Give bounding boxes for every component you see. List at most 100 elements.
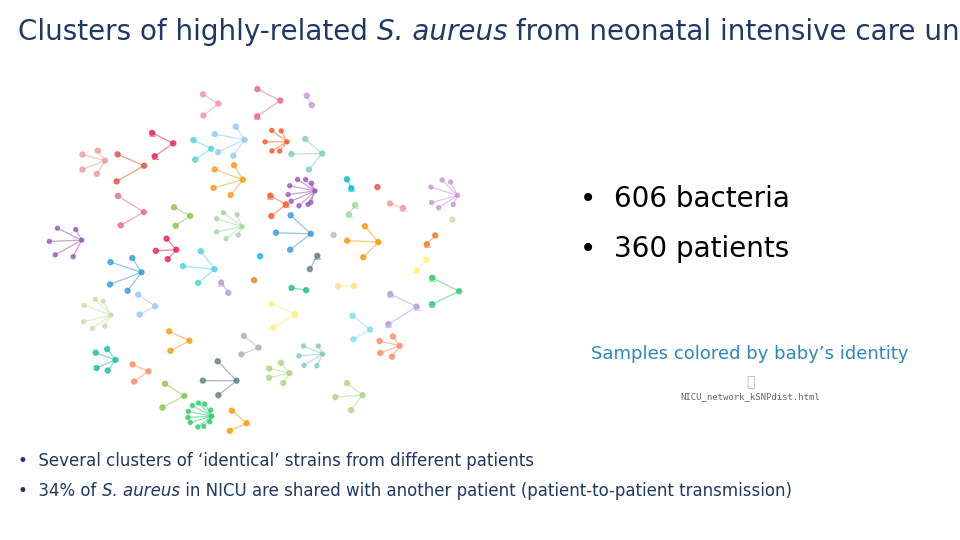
Circle shape — [244, 421, 250, 426]
Circle shape — [277, 98, 283, 103]
Circle shape — [424, 242, 429, 247]
Circle shape — [168, 348, 173, 353]
Circle shape — [94, 366, 99, 370]
Circle shape — [331, 232, 336, 238]
Circle shape — [307, 267, 312, 272]
Circle shape — [74, 227, 78, 232]
Circle shape — [430, 200, 434, 205]
Circle shape — [360, 393, 365, 397]
Circle shape — [230, 153, 236, 158]
Circle shape — [190, 403, 195, 408]
Circle shape — [448, 180, 452, 184]
Circle shape — [153, 303, 157, 309]
Circle shape — [390, 354, 395, 359]
Circle shape — [150, 131, 155, 136]
Circle shape — [146, 369, 151, 374]
Circle shape — [388, 292, 393, 296]
Circle shape — [301, 344, 305, 348]
Circle shape — [388, 201, 393, 206]
Circle shape — [277, 149, 281, 153]
Circle shape — [115, 152, 120, 157]
Circle shape — [440, 178, 444, 182]
Circle shape — [164, 236, 169, 241]
Circle shape — [211, 185, 216, 191]
Circle shape — [80, 167, 84, 172]
Circle shape — [196, 280, 201, 286]
Circle shape — [252, 278, 256, 282]
Circle shape — [270, 149, 274, 153]
Circle shape — [267, 375, 272, 380]
Circle shape — [47, 239, 51, 244]
Circle shape — [118, 223, 123, 228]
Circle shape — [433, 233, 438, 238]
Circle shape — [132, 379, 136, 384]
Circle shape — [226, 291, 230, 295]
Circle shape — [212, 267, 217, 272]
Circle shape — [186, 409, 190, 414]
Circle shape — [269, 213, 274, 219]
Circle shape — [240, 225, 244, 228]
Circle shape — [363, 224, 368, 229]
Circle shape — [254, 86, 260, 92]
Circle shape — [254, 114, 259, 119]
Circle shape — [180, 264, 185, 269]
Text: S. aureus: S. aureus — [376, 18, 508, 46]
Circle shape — [188, 421, 192, 424]
Circle shape — [423, 257, 429, 262]
Circle shape — [309, 200, 313, 204]
Circle shape — [285, 140, 289, 144]
Circle shape — [257, 254, 263, 259]
Circle shape — [114, 179, 119, 184]
Circle shape — [333, 395, 338, 400]
Circle shape — [430, 275, 435, 280]
Circle shape — [152, 154, 157, 159]
Circle shape — [141, 163, 147, 168]
Circle shape — [236, 233, 240, 237]
Circle shape — [288, 213, 293, 218]
Circle shape — [457, 289, 462, 294]
Circle shape — [208, 146, 214, 151]
Text: •  34% of: • 34% of — [18, 482, 102, 500]
Circle shape — [309, 181, 314, 185]
Circle shape — [451, 202, 455, 206]
Circle shape — [125, 288, 130, 293]
Circle shape — [375, 185, 380, 190]
Circle shape — [130, 255, 134, 260]
Circle shape — [352, 202, 357, 207]
Circle shape — [219, 280, 224, 285]
Circle shape — [302, 137, 308, 141]
Circle shape — [229, 408, 234, 413]
Circle shape — [231, 163, 236, 168]
Circle shape — [160, 405, 165, 410]
Circle shape — [429, 302, 435, 307]
Circle shape — [215, 230, 219, 234]
Circle shape — [391, 334, 396, 339]
Circle shape — [233, 124, 238, 129]
Circle shape — [93, 298, 97, 301]
Circle shape — [115, 193, 120, 198]
Circle shape — [208, 408, 213, 412]
Circle shape — [350, 313, 355, 318]
Circle shape — [201, 113, 205, 118]
Circle shape — [268, 193, 273, 198]
Circle shape — [215, 359, 220, 364]
Circle shape — [289, 199, 293, 203]
Circle shape — [368, 327, 372, 332]
Circle shape — [345, 177, 349, 182]
Circle shape — [321, 352, 324, 356]
Circle shape — [94, 171, 100, 177]
Circle shape — [288, 184, 292, 188]
Circle shape — [270, 129, 274, 132]
Circle shape — [93, 350, 98, 355]
Circle shape — [269, 301, 274, 306]
Circle shape — [316, 344, 321, 348]
Circle shape — [83, 303, 86, 307]
Circle shape — [212, 167, 217, 172]
Circle shape — [181, 394, 187, 399]
Circle shape — [109, 313, 113, 317]
Circle shape — [234, 378, 239, 383]
Circle shape — [228, 428, 232, 433]
Circle shape — [235, 213, 239, 217]
Circle shape — [137, 312, 142, 317]
Circle shape — [108, 282, 112, 287]
